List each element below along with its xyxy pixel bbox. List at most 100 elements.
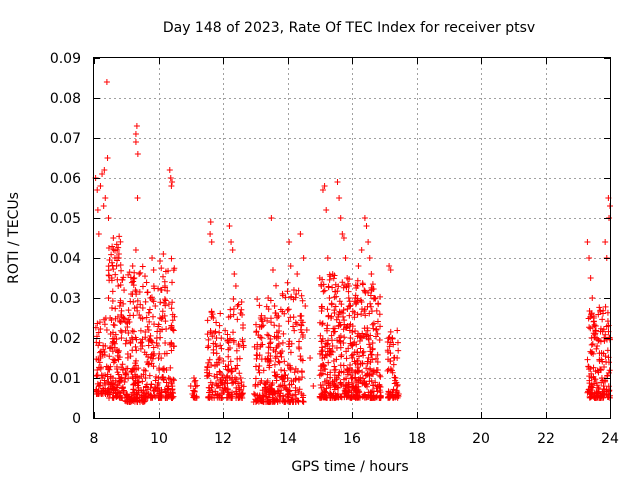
data-point — [137, 345, 144, 352]
data-point — [147, 295, 154, 301]
data-point — [233, 347, 240, 354]
data-point — [295, 375, 302, 382]
y-axis-label: ROTI / TECUs — [6, 192, 22, 284]
data-point — [355, 263, 362, 269]
data-point — [104, 155, 111, 161]
data-point — [113, 393, 120, 400]
data-point — [599, 328, 606, 335]
data-point — [169, 279, 176, 286]
data-point — [171, 313, 178, 320]
data-point — [348, 394, 355, 401]
data-point — [322, 366, 329, 373]
data-point — [297, 326, 304, 333]
x-tick-label: 16 — [343, 431, 361, 447]
data-point — [329, 378, 336, 385]
data-point — [230, 306, 237, 313]
data-point — [296, 345, 303, 352]
data-point — [169, 179, 176, 185]
data-point — [238, 298, 245, 305]
data-point — [238, 306, 245, 313]
data-point — [155, 321, 162, 328]
data-point — [264, 398, 271, 405]
data-point — [370, 388, 377, 395]
data-point — [352, 360, 359, 367]
data-point — [210, 315, 217, 321]
data-point — [259, 341, 266, 348]
data-point — [130, 278, 137, 285]
data-point — [140, 367, 147, 373]
data-point — [102, 372, 109, 379]
data-point — [584, 239, 591, 245]
data-point — [364, 360, 371, 367]
data-point — [300, 399, 307, 405]
data-point — [589, 340, 596, 347]
data-point — [158, 265, 165, 272]
data-point — [277, 382, 284, 389]
data-point — [373, 366, 380, 373]
data-point — [593, 335, 600, 342]
data-point — [94, 372, 101, 379]
y-tick-label: 0.06 — [50, 171, 81, 187]
data-point — [238, 379, 245, 386]
data-point — [586, 366, 593, 373]
data-point — [96, 319, 103, 326]
data-point — [376, 383, 383, 389]
data-point — [600, 383, 607, 389]
data-point — [97, 183, 104, 189]
data-point — [358, 311, 365, 318]
data-point — [169, 299, 176, 306]
data-point — [96, 339, 103, 346]
data-point — [171, 343, 178, 350]
data-point — [275, 388, 282, 395]
data-point — [587, 384, 594, 391]
data-point — [289, 392, 296, 399]
y-tick-labels: 0 0.01 0.02 0.03 0.04 0.05 0.06 0.07 0.08 0.09 — [50, 51, 81, 427]
data-point — [387, 328, 394, 335]
data-point — [587, 325, 594, 332]
data-point — [162, 318, 169, 325]
data-point — [320, 288, 327, 295]
data-point — [170, 267, 177, 274]
data-point — [366, 310, 373, 317]
data-point — [285, 306, 292, 313]
data-point — [262, 386, 269, 393]
data-point — [285, 318, 292, 325]
data-point — [107, 391, 114, 397]
data-point — [121, 287, 128, 294]
data-point — [296, 338, 303, 345]
data-point — [211, 394, 218, 401]
data-point — [204, 344, 211, 351]
data-point — [138, 339, 145, 346]
data-point — [333, 356, 340, 363]
data-point — [157, 257, 164, 264]
data-point — [94, 367, 101, 373]
data-point — [111, 340, 118, 347]
data-point — [291, 369, 298, 376]
data-point — [234, 316, 241, 323]
data-point — [120, 387, 127, 394]
data-point — [240, 324, 246, 331]
data-point — [354, 277, 361, 284]
data-point — [132, 139, 139, 145]
data-point — [190, 394, 197, 401]
data-point — [336, 308, 343, 315]
data-point — [286, 365, 293, 372]
data-point — [281, 367, 288, 374]
data-point — [364, 303, 371, 310]
data-point — [287, 349, 294, 356]
data-point — [112, 305, 119, 312]
data-point — [167, 364, 174, 371]
data-point — [123, 391, 130, 398]
data-point — [276, 392, 283, 399]
data-point — [235, 301, 242, 308]
data-point — [166, 167, 173, 173]
data-point — [123, 371, 130, 377]
data-point — [375, 300, 382, 307]
data-point — [284, 307, 291, 314]
data-point — [120, 367, 127, 373]
data-point — [252, 375, 259, 382]
data-point — [376, 372, 383, 379]
data-point — [386, 343, 393, 350]
data-point — [96, 349, 103, 356]
data-point — [331, 307, 338, 314]
